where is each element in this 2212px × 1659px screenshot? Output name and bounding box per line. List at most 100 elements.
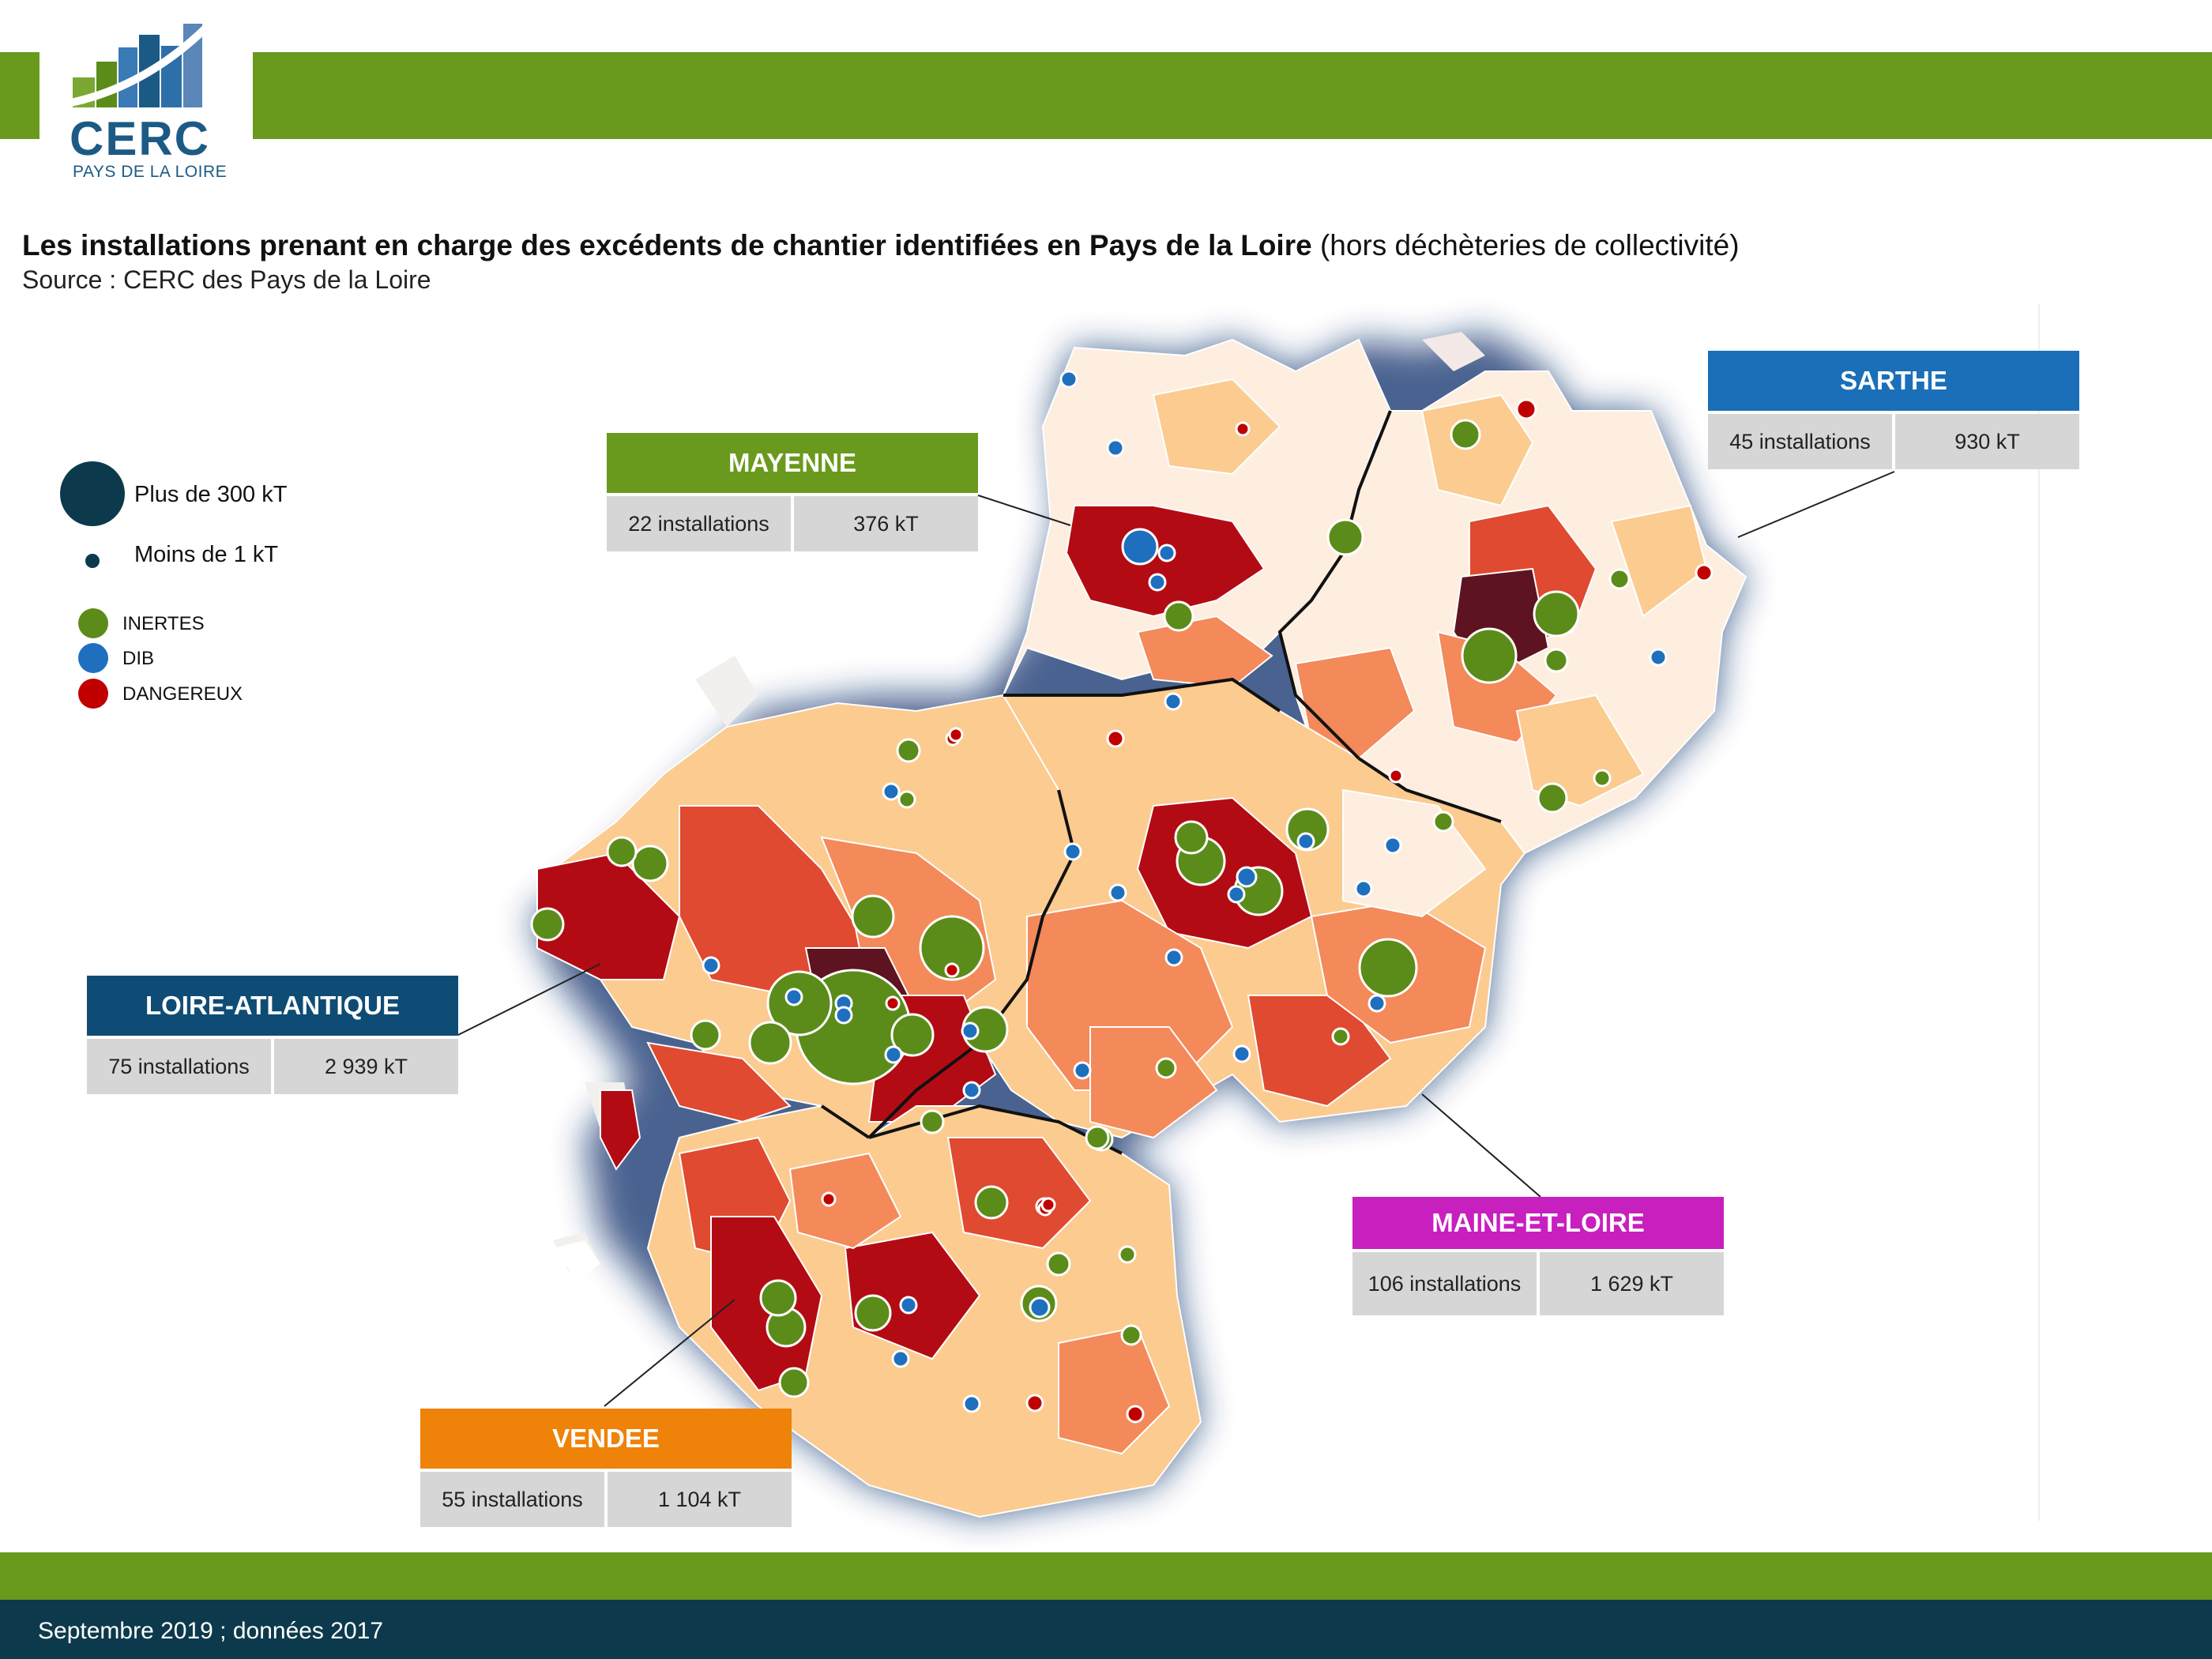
installation-marker bbox=[896, 738, 921, 763]
installation-marker bbox=[748, 1021, 792, 1065]
vendee-tonnage: 1 104 kT bbox=[608, 1472, 792, 1527]
installation-marker bbox=[961, 1021, 980, 1040]
installation-marker bbox=[1354, 879, 1373, 898]
installation-marker bbox=[1461, 627, 1518, 684]
sarthe-installations: 45 installations bbox=[1708, 414, 1892, 469]
vendee-installations: 55 installations bbox=[420, 1472, 604, 1527]
island-shape bbox=[553, 1240, 600, 1280]
installation-marker bbox=[1121, 528, 1159, 566]
installation-marker bbox=[1649, 648, 1668, 667]
legend-size-large-marker bbox=[60, 461, 125, 526]
installation-marker bbox=[1432, 811, 1454, 833]
installation-marker bbox=[884, 1045, 903, 1064]
installation-marker bbox=[1450, 419, 1481, 450]
neighbour-shape bbox=[695, 656, 758, 727]
installation-marker bbox=[974, 1185, 1009, 1220]
installation-marker bbox=[1326, 518, 1364, 556]
loire-atlantique-box: LOIRE-ATLANTIQUE 75 installations 2 939 … bbox=[87, 976, 458, 1094]
installation-marker bbox=[530, 907, 565, 942]
loire-atlantique-heading: LOIRE-ATLANTIQUE bbox=[87, 976, 458, 1036]
mayenne-box: MAYENNE 22 installations 376 kT bbox=[607, 433, 978, 551]
footer-bar bbox=[0, 1600, 2212, 1659]
installation-marker bbox=[1085, 1125, 1110, 1150]
installation-marker bbox=[1544, 648, 1569, 673]
installation-marker bbox=[1388, 768, 1404, 784]
installation-marker bbox=[1358, 938, 1418, 998]
installation-marker bbox=[1155, 1057, 1177, 1079]
installation-marker bbox=[1164, 948, 1183, 967]
divider-line bbox=[2038, 304, 2040, 1521]
installation-marker bbox=[1232, 1044, 1251, 1063]
installation-marker bbox=[1695, 563, 1714, 582]
sarthe-heading: SARTHE bbox=[1708, 351, 2079, 411]
bottom-band bbox=[0, 1552, 2212, 1600]
installation-marker bbox=[1148, 573, 1167, 592]
installation-marker bbox=[1163, 600, 1194, 632]
installation-marker bbox=[1533, 590, 1580, 638]
installation-marker bbox=[851, 894, 895, 939]
loire-atlantique-area bbox=[536, 694, 1076, 1139]
installation-marker bbox=[1118, 1245, 1137, 1264]
installation-marker bbox=[606, 836, 638, 867]
installation-marker bbox=[920, 1109, 945, 1134]
installation-marker bbox=[1236, 866, 1258, 888]
installation-marker bbox=[899, 1296, 918, 1315]
installation-marker bbox=[891, 1349, 910, 1368]
loire-atlantique-installations: 75 installations bbox=[87, 1039, 271, 1094]
installation-marker bbox=[1296, 832, 1315, 851]
installation-marker bbox=[1537, 782, 1568, 814]
installation-marker bbox=[1227, 885, 1246, 904]
installation-marker bbox=[1040, 1197, 1056, 1213]
installation-marker bbox=[1106, 438, 1125, 457]
buildings-logo-icon bbox=[70, 17, 216, 107]
maine-et-loire-box: MAINE-ET-LOIRE 106 installations 1 629 k… bbox=[1352, 1197, 1724, 1315]
installation-marker bbox=[1046, 1251, 1071, 1277]
cerc-logo: CERC PAYS DE LA LOIRE bbox=[40, 6, 253, 181]
installation-marker bbox=[1593, 769, 1612, 788]
title-bold: Les installations prenant en charge des … bbox=[22, 229, 1312, 261]
installation-marker bbox=[821, 1191, 837, 1207]
title-rest: (hors déchèteries de collectivité) bbox=[1311, 229, 1740, 261]
installation-marker bbox=[702, 956, 720, 975]
page-title: Les installations prenant en charge des … bbox=[22, 229, 1740, 262]
vendee-heading: VENDEE bbox=[420, 1409, 792, 1469]
legend-inertes-marker bbox=[78, 608, 108, 638]
legend-dib-label: DIB bbox=[122, 648, 155, 669]
installation-marker bbox=[1120, 1324, 1142, 1346]
vendee-box: VENDEE 55 installations 1 104 kT bbox=[420, 1409, 792, 1527]
installations-layer bbox=[530, 370, 1714, 1424]
sarthe-area bbox=[1278, 371, 1747, 855]
maine-et-loire-tonnage: 1 629 kT bbox=[1540, 1252, 1724, 1315]
installation-marker bbox=[1331, 1027, 1350, 1046]
installation-marker bbox=[1029, 1296, 1051, 1319]
installation-marker bbox=[882, 782, 901, 801]
installation-marker bbox=[1157, 544, 1176, 562]
legend-dangereux-label: DANGEREUX bbox=[122, 683, 243, 705]
installation-marker bbox=[1608, 568, 1631, 590]
maine-et-loire-installations: 106 installations bbox=[1352, 1252, 1537, 1315]
installation-marker bbox=[1126, 1405, 1145, 1424]
mayenne-tonnage: 376 kT bbox=[794, 496, 978, 551]
island-shape bbox=[600, 1089, 641, 1171]
installation-marker bbox=[1383, 836, 1402, 855]
installation-marker bbox=[890, 1013, 935, 1057]
mayenne-heading: MAYENNE bbox=[607, 433, 978, 493]
region-map bbox=[529, 332, 1747, 1518]
installation-marker bbox=[854, 1294, 892, 1332]
legend-inertes-label: INERTES bbox=[122, 613, 205, 634]
installation-marker bbox=[631, 845, 669, 882]
installation-marker bbox=[1106, 729, 1125, 748]
installation-marker bbox=[962, 1394, 981, 1413]
legend-dib-marker bbox=[78, 643, 108, 673]
footer-date: Septembre 2019 ; données 2017 bbox=[38, 1618, 384, 1644]
installation-marker bbox=[944, 962, 960, 978]
installation-marker bbox=[948, 727, 964, 743]
installation-marker bbox=[1063, 842, 1082, 861]
installation-marker bbox=[1059, 370, 1078, 389]
legend-size-large-label: Plus de 300 kT bbox=[134, 482, 288, 507]
legend-size-small-label: Moins de 1 kT bbox=[134, 542, 279, 567]
mayenne-installations: 22 installations bbox=[607, 496, 791, 551]
source-line: Source : CERC des Pays de la Loire bbox=[22, 265, 431, 294]
legend-size-small-marker bbox=[85, 554, 100, 568]
loire-atlantique-tonnage: 2 939 kT bbox=[274, 1039, 458, 1094]
